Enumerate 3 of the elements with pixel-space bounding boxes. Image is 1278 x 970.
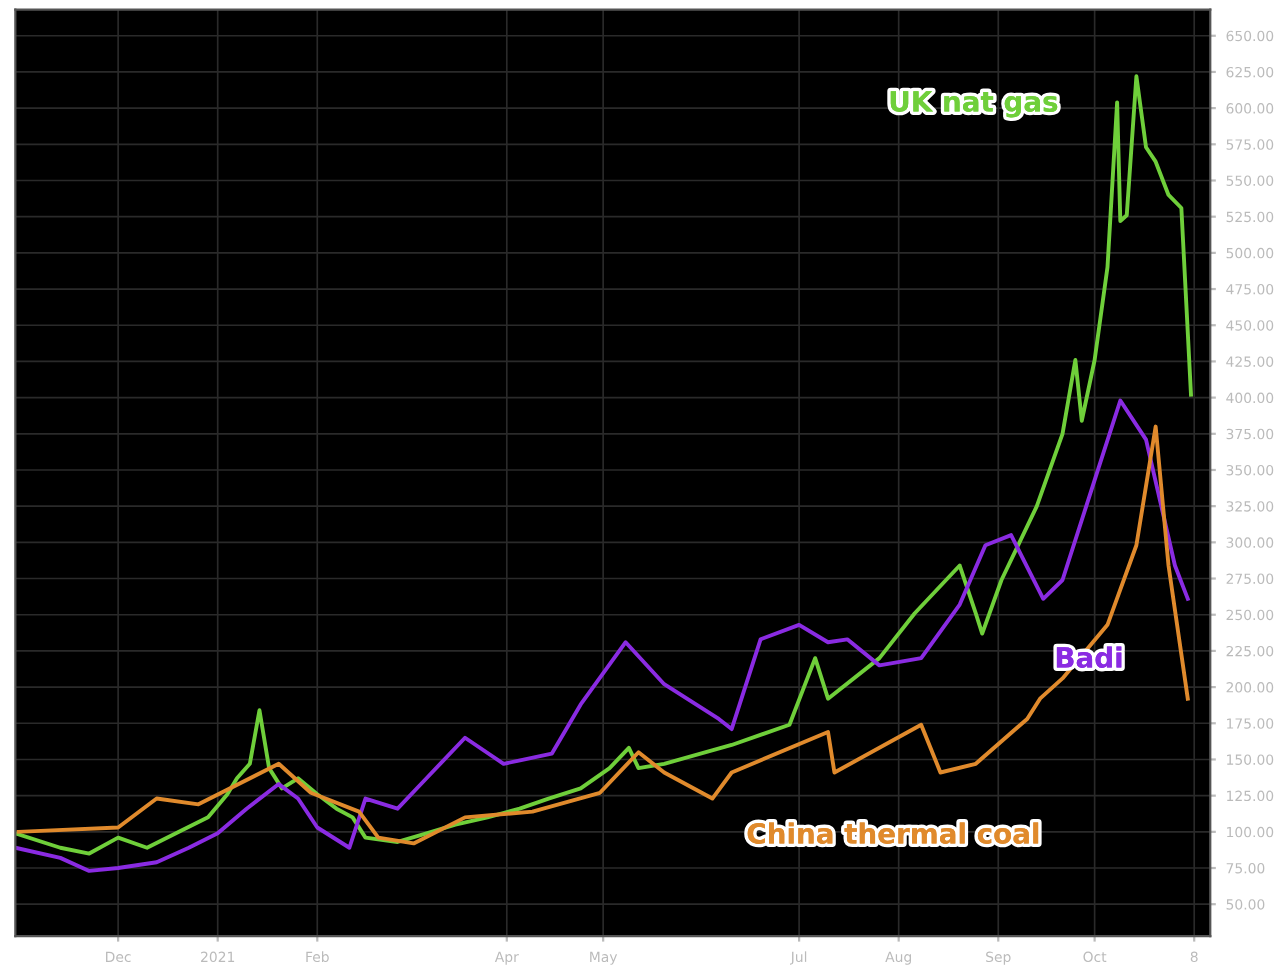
line-series (15, 74, 1193, 856)
series-label: China thermal coal (747, 822, 1039, 844)
text: UK nat gas (890, 91, 1058, 118)
